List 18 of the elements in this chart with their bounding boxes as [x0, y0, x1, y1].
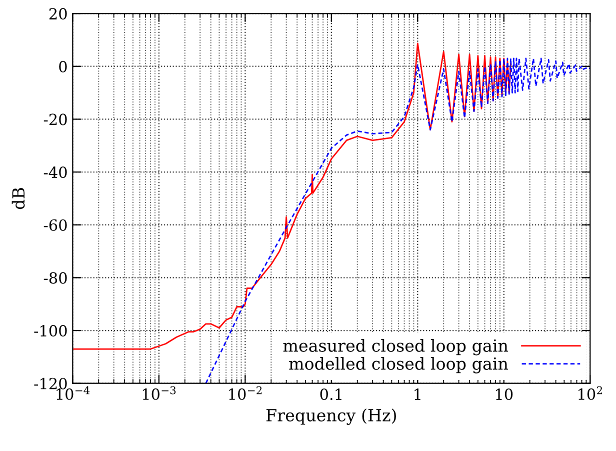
x-tick-label: 10 — [496, 388, 513, 400]
y-tick-label: -20 — [44, 114, 67, 126]
y-tick-label: -60 — [44, 219, 67, 231]
y-tick-label: -120 — [34, 378, 67, 390]
x-tick-label: 10$^{2}$ — [578, 386, 602, 400]
x-tick-label: 10$^{−2}$ — [229, 386, 262, 400]
x-axis-title: Frequency (Hz) — [266, 408, 396, 425]
y-axis-title: dB — [12, 188, 25, 210]
y-tick-label: -100 — [34, 324, 67, 337]
y-tick-label: -40 — [44, 166, 67, 178]
y-tick-label: -80 — [44, 272, 67, 284]
x-tick-label: 1 — [414, 388, 420, 400]
x-tick-label: 0.1 — [320, 388, 342, 400]
legend-label: modelled closed loop gain — [289, 356, 508, 374]
legend-label: measured closed loop gain — [283, 338, 508, 356]
x-tick-label: 10$^{−3}$ — [142, 386, 176, 400]
y-tick-label: 20 — [49, 8, 67, 20]
y-tick-label: 0 — [59, 60, 67, 72]
